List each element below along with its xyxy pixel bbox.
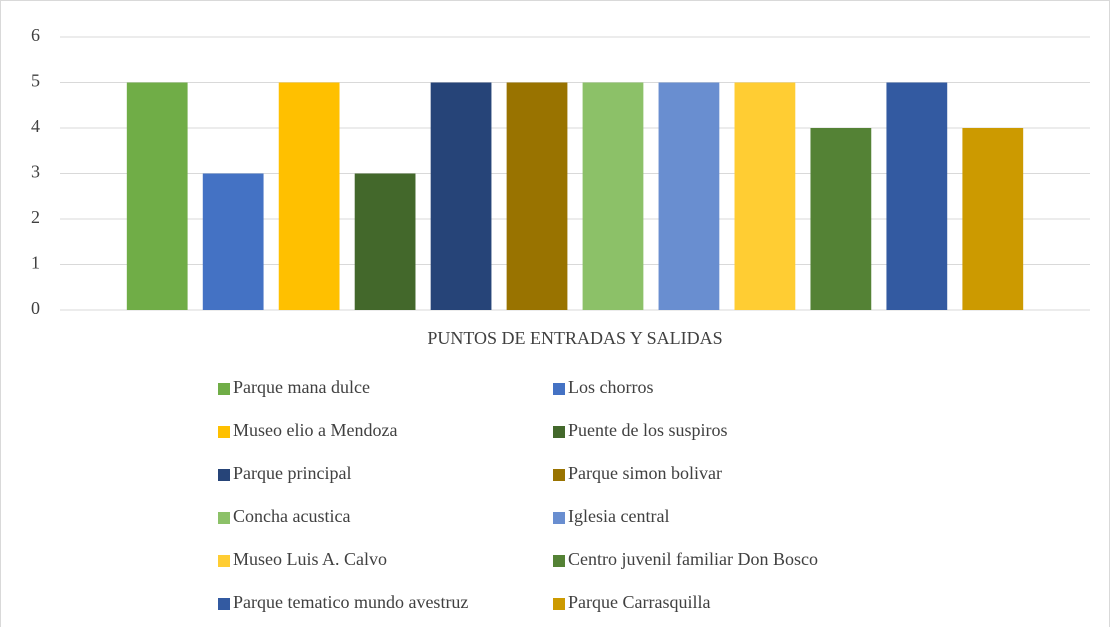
y-tick-label: 1 — [31, 253, 40, 273]
legend-swatch — [553, 598, 565, 610]
y-tick-label: 3 — [31, 162, 40, 182]
legend-swatch — [553, 555, 565, 567]
legend-swatch — [218, 512, 230, 524]
y-tick-label: 0 — [31, 298, 40, 318]
legend-swatch — [218, 598, 230, 610]
legend-swatch — [218, 469, 230, 481]
legend-label: Concha acustica — [233, 506, 350, 526]
legend-swatch — [553, 426, 565, 438]
y-tick-label: 6 — [31, 25, 40, 45]
legend-swatch — [218, 426, 230, 438]
legend-label: Los chorros — [568, 377, 653, 397]
legend-label: Parque principal — [233, 463, 351, 483]
legend-label: Parque simon bolivar — [568, 463, 722, 483]
bar — [734, 82, 796, 310]
legend-label: Iglesia central — [568, 506, 669, 526]
bar — [810, 128, 872, 310]
legend-label: Puente de los suspiros — [568, 420, 728, 440]
legend-label: Parque Carrasquilla — [568, 592, 710, 612]
legend-label: Museo Luis A. Calvo — [233, 549, 387, 569]
bar — [354, 173, 416, 310]
legend-label: Parque mana dulce — [233, 377, 370, 397]
legend-swatch — [553, 512, 565, 524]
bar — [658, 82, 720, 310]
legend-swatch — [218, 383, 230, 395]
legend-label: Centro juvenil familiar Don Bosco — [568, 549, 818, 569]
bar — [506, 82, 568, 310]
y-tick-label: 5 — [31, 71, 40, 91]
bar — [278, 82, 340, 310]
y-tick-label: 4 — [31, 116, 40, 136]
bar — [430, 82, 492, 310]
legend-swatch — [218, 555, 230, 567]
x-tick-label: PUNTOS DE ENTRADAS Y SALIDAS — [427, 328, 722, 348]
bar — [886, 82, 948, 310]
bar — [582, 82, 644, 310]
bar — [962, 128, 1024, 310]
y-tick-label: 2 — [31, 207, 40, 227]
legend-label: Parque tematico mundo avestruz — [233, 592, 468, 612]
legend-swatch — [553, 469, 565, 481]
legend-swatch — [553, 383, 565, 395]
bar — [126, 82, 188, 310]
bar — [202, 173, 264, 310]
legend-label: Museo elio a Mendoza — [233, 420, 397, 440]
